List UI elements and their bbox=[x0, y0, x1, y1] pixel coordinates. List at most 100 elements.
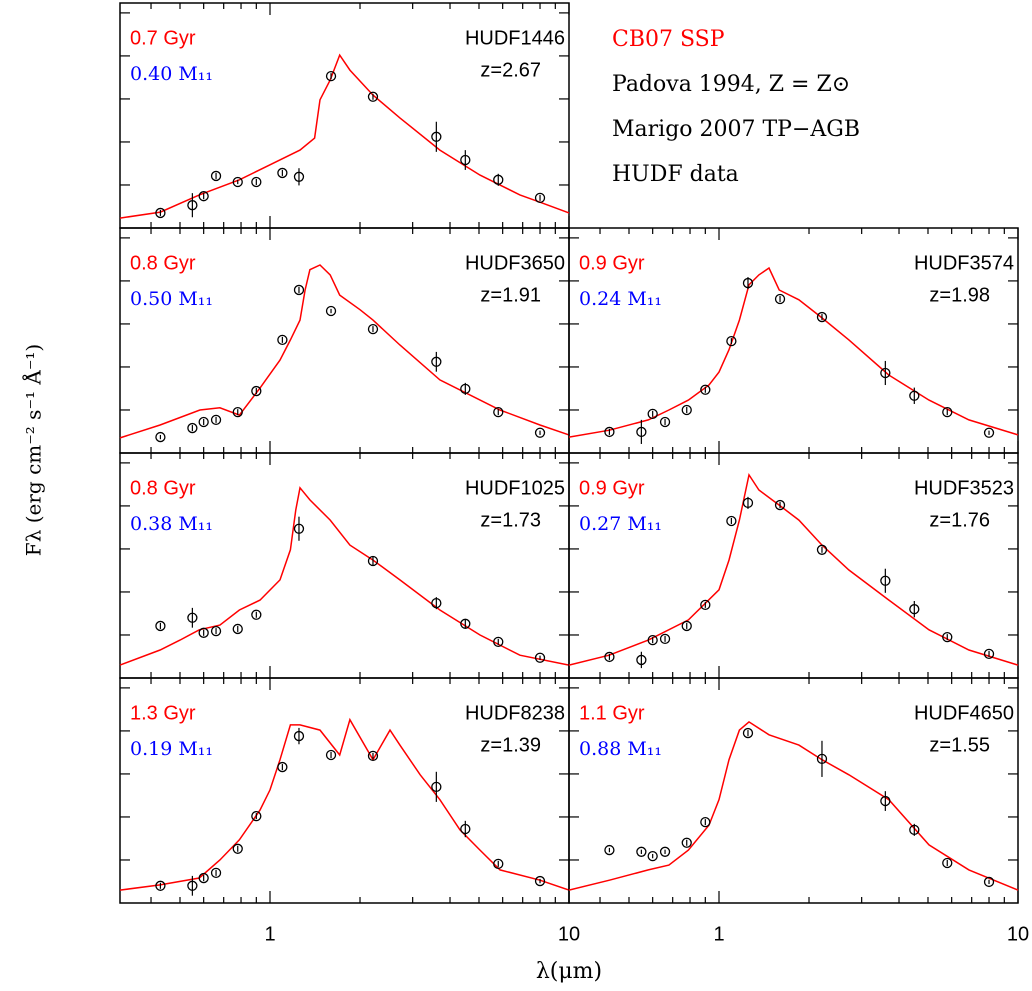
data-point bbox=[604, 844, 615, 856]
galaxy-name: HUDF4650 bbox=[914, 702, 1014, 724]
data-point bbox=[293, 730, 305, 742]
redshift-label: z=1.55 bbox=[929, 734, 990, 756]
data-point bbox=[325, 70, 337, 82]
data-point bbox=[460, 823, 471, 835]
data-point bbox=[431, 131, 442, 142]
mass-label: 0.50 M₁₁ bbox=[130, 288, 213, 310]
data-point bbox=[636, 654, 647, 666]
data-point bbox=[880, 795, 891, 807]
redshift-label: z=1.39 bbox=[480, 734, 541, 756]
data-point bbox=[604, 651, 615, 663]
data-point bbox=[293, 523, 305, 534]
data-point bbox=[534, 652, 546, 663]
redshift-label: z=1.98 bbox=[929, 284, 990, 306]
galaxy-name: HUDF3650 bbox=[465, 252, 565, 274]
galaxy-name: HUDF1446 bbox=[465, 27, 565, 49]
age-label: 0.9 Gyr bbox=[579, 252, 645, 274]
mass-label: 0.27 M₁₁ bbox=[579, 513, 662, 535]
data-point bbox=[983, 427, 995, 438]
data-point bbox=[198, 627, 209, 638]
data-point bbox=[431, 781, 442, 792]
data-point bbox=[636, 846, 647, 857]
data-point bbox=[534, 427, 546, 438]
data-point bbox=[909, 604, 920, 615]
data-point bbox=[983, 876, 995, 888]
data-point bbox=[251, 609, 262, 620]
data-point bbox=[277, 334, 288, 346]
data-point bbox=[493, 174, 504, 185]
data-point bbox=[198, 191, 209, 202]
galaxy-name: HUDF8238 bbox=[465, 702, 565, 724]
data-point bbox=[493, 636, 504, 648]
data-point bbox=[700, 816, 711, 828]
age-label: 1.3 Gyr bbox=[130, 702, 196, 724]
data-point bbox=[198, 416, 209, 428]
data-point bbox=[277, 167, 288, 179]
data-point bbox=[647, 850, 658, 862]
data-point bbox=[659, 416, 671, 428]
data-point bbox=[742, 277, 754, 289]
data-point bbox=[460, 618, 471, 629]
redshift-label: z=1.76 bbox=[929, 509, 990, 531]
data-point bbox=[700, 384, 711, 395]
data-point bbox=[460, 154, 471, 166]
age-label: 0.8 Gyr bbox=[130, 477, 196, 499]
data-point bbox=[251, 176, 262, 188]
panel-frame bbox=[568, 677, 1019, 904]
data-point bbox=[816, 753, 828, 765]
data-point bbox=[647, 634, 658, 646]
mass-label: 0.19 M₁₁ bbox=[130, 738, 213, 760]
data-point bbox=[774, 499, 786, 511]
data-point bbox=[325, 305, 337, 317]
data-point bbox=[880, 575, 891, 586]
data-point bbox=[325, 749, 337, 761]
legend-entry: Marigo 2007 TP−AGB bbox=[612, 117, 860, 142]
data-point bbox=[816, 544, 828, 555]
data-point bbox=[942, 406, 953, 418]
data-point bbox=[232, 843, 243, 854]
model-spectrum bbox=[119, 717, 570, 891]
x-axis-label: λ(μm) bbox=[536, 959, 602, 984]
data-point bbox=[942, 857, 953, 869]
mass-label: 0.40 M₁₁ bbox=[130, 63, 213, 85]
data-point bbox=[210, 625, 222, 637]
legend-entry: HUDF data bbox=[612, 162, 739, 187]
data-point bbox=[187, 200, 198, 211]
data-point bbox=[909, 390, 920, 401]
data-point bbox=[210, 414, 222, 426]
data-point bbox=[534, 192, 546, 204]
data-point bbox=[367, 91, 379, 102]
data-point bbox=[155, 620, 166, 632]
redshift-label: z=1.91 bbox=[480, 284, 541, 306]
data-point bbox=[198, 872, 209, 884]
data-point bbox=[604, 426, 615, 438]
data-point bbox=[277, 761, 288, 773]
galaxy-name: HUDF3523 bbox=[914, 477, 1014, 499]
galaxy-name: HUDF3574 bbox=[914, 252, 1014, 274]
legend-entry: Padova 1994, Z = Z⊙ bbox=[612, 72, 850, 97]
data-point bbox=[681, 837, 692, 848]
data-point bbox=[909, 824, 920, 836]
x-tick-label: 1 bbox=[713, 923, 724, 945]
data-point bbox=[880, 367, 891, 379]
galaxy-name: HUDF1025 bbox=[465, 477, 565, 499]
data-point bbox=[636, 426, 647, 438]
data-point bbox=[187, 422, 198, 434]
redshift-label: z=1.73 bbox=[480, 509, 541, 531]
age-label: 0.9 Gyr bbox=[579, 477, 645, 499]
data-point bbox=[367, 555, 379, 567]
data-point bbox=[293, 284, 305, 296]
data-point bbox=[742, 727, 754, 739]
data-point bbox=[210, 867, 222, 879]
redshift-label: z=2.67 bbox=[480, 59, 541, 81]
data-point bbox=[232, 406, 243, 418]
mass-label: 0.38 M₁₁ bbox=[130, 513, 213, 535]
data-point bbox=[293, 171, 305, 182]
data-point bbox=[647, 408, 658, 420]
data-point bbox=[232, 176, 243, 188]
data-point bbox=[232, 623, 243, 635]
data-point bbox=[187, 612, 198, 623]
data-point bbox=[251, 810, 262, 822]
data-point bbox=[431, 356, 442, 367]
